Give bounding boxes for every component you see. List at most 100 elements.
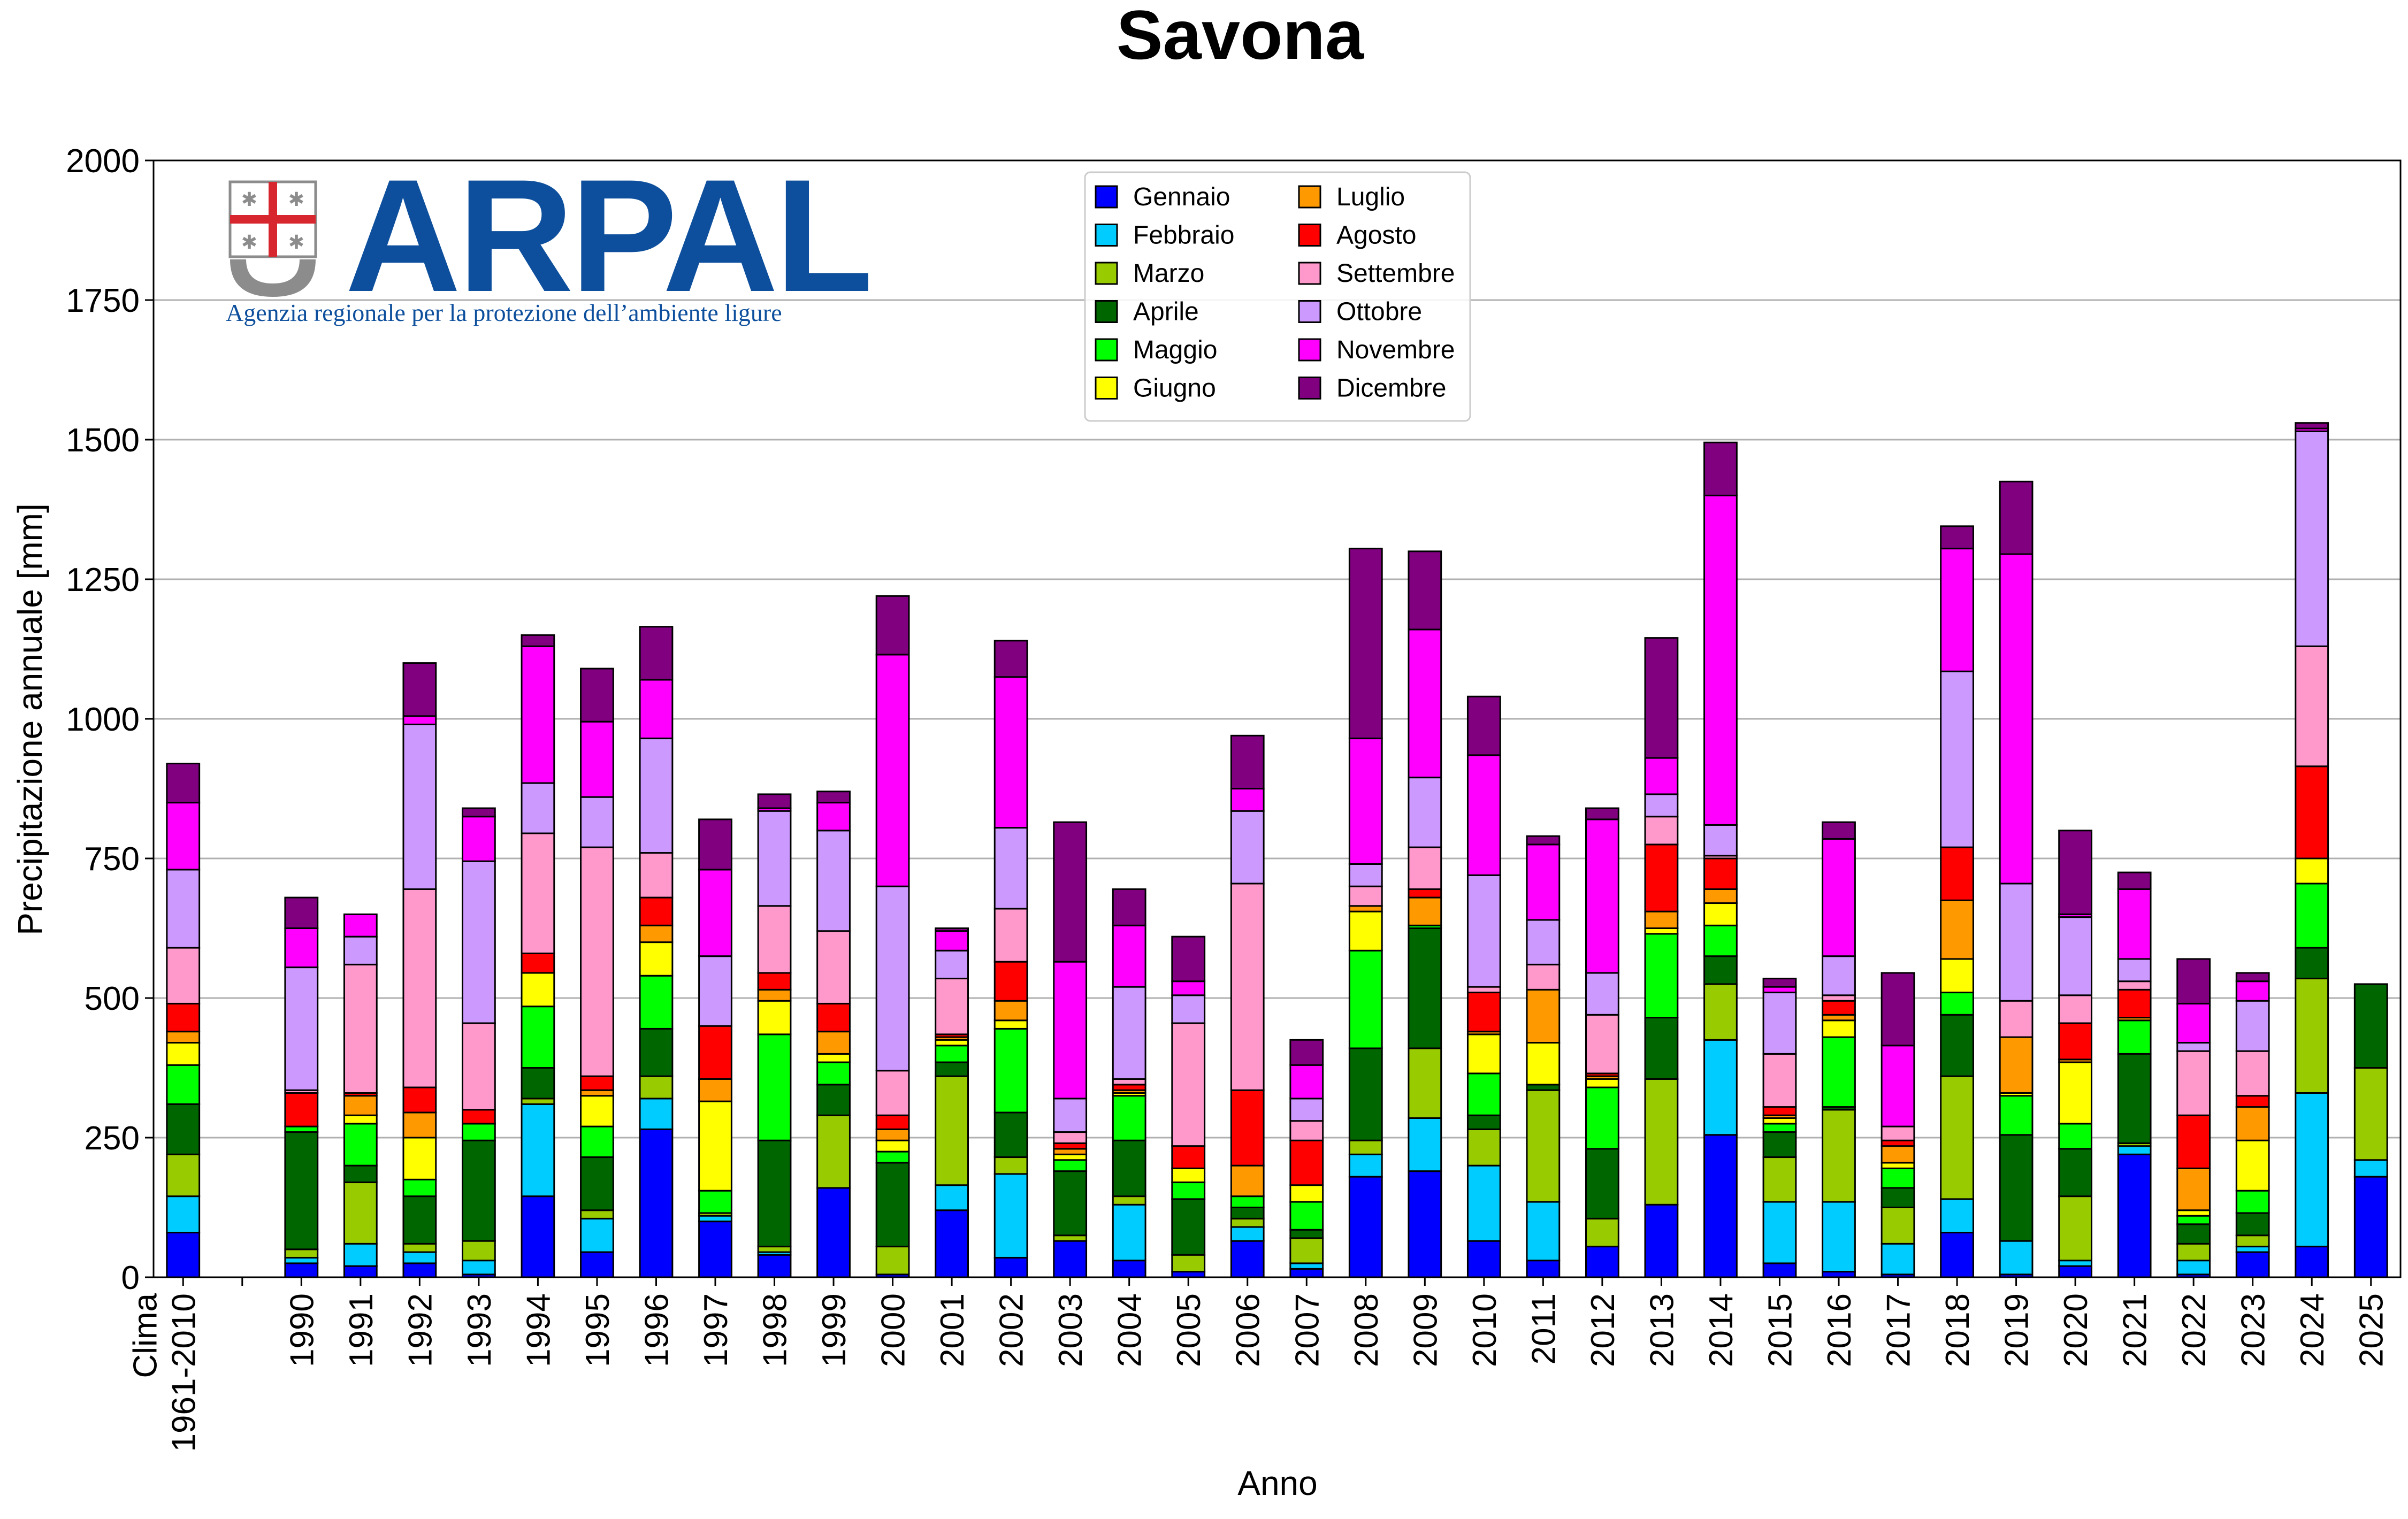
bar-segment (1053, 1170, 1088, 1237)
bar-segment (521, 1103, 555, 1198)
legend-swatch (1298, 338, 1321, 362)
bar-segment (639, 626, 674, 681)
bar-segment (1822, 1271, 1856, 1278)
bar-segment (1585, 1078, 1619, 1088)
y-tick-label: 1750 (66, 282, 140, 319)
x-tick-label: 2025 (2353, 1293, 2390, 1367)
bar-segment (1940, 846, 1974, 901)
x-tick-label: 1994 (520, 1293, 557, 1367)
bar-segment (1112, 1095, 1146, 1141)
bar-segment (1526, 1042, 1561, 1086)
y-tick-label: 2000 (66, 143, 140, 180)
legend-label: Febbraio (1133, 221, 1234, 250)
bar-segment (284, 1131, 319, 1251)
bar-segment (757, 1139, 792, 1248)
bar-segment (402, 1178, 437, 1198)
bar-segment (2295, 857, 2329, 885)
bar-segment (521, 1067, 555, 1100)
bar-segment (993, 1111, 1028, 1159)
bar-segment (1585, 818, 1619, 974)
bar-segment (1053, 1159, 1088, 1172)
bar-segment (1880, 1187, 1915, 1208)
bar-segment (2235, 1246, 2270, 1253)
bars (166, 422, 2388, 1278)
bar-segment (343, 963, 378, 1094)
legend-swatch (1095, 300, 1118, 323)
legend-swatch (1298, 300, 1321, 323)
bar-segment (875, 1162, 910, 1248)
bar-segment (2235, 1050, 2270, 1097)
y-ticks: 0 250 500 750 1000 1250 1500 1750 2000 (66, 143, 154, 1296)
bar-segment (1171, 994, 1206, 1024)
x-tick-label: 2007 (1289, 1293, 1326, 1367)
bar-segment (1940, 525, 1974, 550)
bar-segment (1348, 1047, 1383, 1141)
bar-segment (935, 949, 969, 979)
bar-segment (166, 947, 201, 1004)
bar-segment (580, 720, 614, 798)
bar-segment (816, 1084, 851, 1116)
arpal-logo: ✱ ✱ ✱ ✱ ARPAL Agenzia regionale per la p… (225, 155, 873, 337)
bar-segment (1526, 988, 1561, 1044)
bar-segment (1880, 1207, 1915, 1245)
y-tick-label: 250 (85, 1120, 140, 1157)
x-tick-label: 2020 (2058, 1293, 2094, 1367)
bar-segment (1822, 955, 1856, 996)
x-tick-label: 2012 (1585, 1293, 1622, 1367)
bar-segment (875, 1128, 910, 1141)
x-tick-label: 2003 (1052, 1293, 1089, 1367)
bar-segment (1289, 1039, 1324, 1066)
bar-segment (1289, 1064, 1324, 1100)
bar-segment (2295, 977, 2329, 1094)
bar-segment (2117, 1053, 2152, 1144)
bar-segment (1526, 1084, 1561, 1091)
x-tick-label: 2021 (2117, 1293, 2154, 1367)
bar-segment (1171, 1198, 1206, 1256)
svg-text:✱: ✱ (288, 188, 304, 210)
bar-segment (1940, 548, 1974, 672)
bar-segment (1822, 1019, 1856, 1038)
bar-segment (1112, 924, 1146, 988)
bar-segment (402, 1137, 437, 1180)
bar-segment (816, 802, 851, 832)
bar-segment (1585, 1148, 1619, 1219)
bar-segment (1289, 1139, 1324, 1186)
x-tick-label: 2000 (875, 1293, 912, 1367)
bar-segment (2176, 1215, 2211, 1225)
logo-subtitle: Agenzia regionale per la protezione dell… (226, 299, 782, 326)
bar-segment (993, 676, 1028, 829)
bar-segment (2058, 1148, 2092, 1198)
bar-segment (284, 1256, 319, 1264)
bar-segment (2117, 888, 2152, 960)
bar-segment (1408, 628, 1442, 779)
bar-segment (1644, 637, 1679, 759)
x-tick-label: 1990 (284, 1293, 320, 1367)
bar-segment (875, 654, 910, 887)
bar-segment (1644, 816, 1679, 846)
bar-segment (2353, 1067, 2388, 1161)
bar-segment (343, 1182, 378, 1245)
bar-segment (1762, 1117, 1797, 1125)
bar-segment (580, 796, 614, 848)
bar-segment (2176, 958, 2211, 1004)
bar-segment (402, 1251, 437, 1264)
bar-segment (1466, 986, 1501, 994)
bar-segment (1644, 1017, 1679, 1080)
bar-segment (816, 791, 851, 804)
bar-segment (935, 1045, 969, 1063)
bar-segment (1762, 977, 1797, 988)
bar-segment (816, 1061, 851, 1086)
bar-segment (757, 1254, 792, 1278)
bar-segment (580, 668, 614, 723)
legend-swatch (1298, 377, 1321, 400)
bar-segment (1171, 1022, 1206, 1147)
bar-segment (639, 738, 674, 854)
bar-segment (1466, 1033, 1501, 1075)
bar-segment (521, 832, 555, 954)
bar-segment (284, 1248, 319, 1259)
bar-segment (2058, 1061, 2092, 1125)
legend-label: Maggio (1133, 336, 1217, 364)
bar-segment (462, 1109, 496, 1125)
bar-segment (1112, 1203, 1146, 1262)
bar-segment (1703, 955, 1738, 985)
